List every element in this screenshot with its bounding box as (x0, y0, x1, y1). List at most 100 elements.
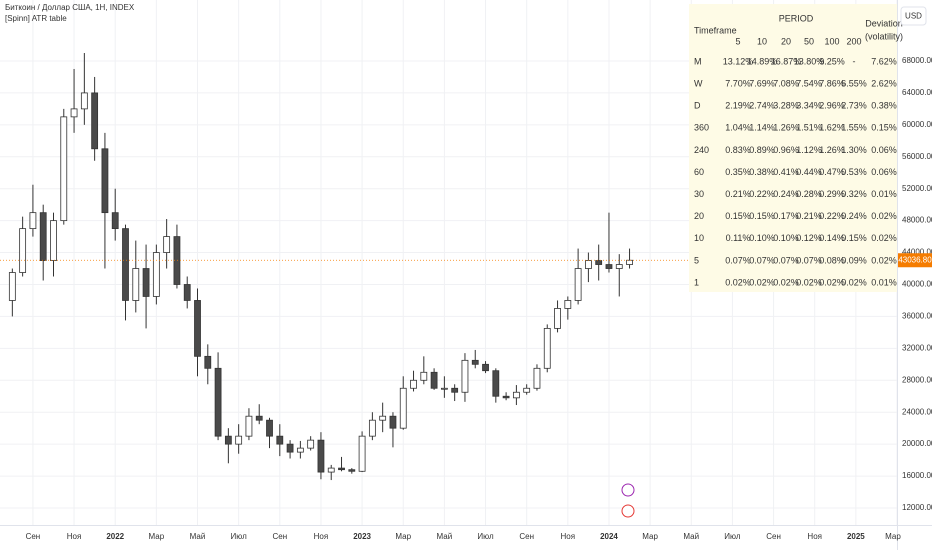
currency-label[interactable]: USD (905, 12, 922, 21)
table-cell: 0.01% (871, 189, 897, 199)
indicator-name: [Spinn] ATR table (5, 14, 67, 23)
table-cell: 0.29% (819, 189, 845, 199)
table-cell: 13.12% (723, 56, 754, 66)
table-cell: 0.14% (819, 233, 845, 243)
x-tick-label: Мар (395, 532, 411, 541)
table-cell: 0.38% (871, 101, 897, 111)
table-cell: 0.09% (841, 255, 867, 265)
table-cell: 0.15% (841, 233, 867, 243)
table-cell: 7.69% (749, 78, 775, 88)
candle-body (348, 469, 356, 472)
candle-body (60, 116, 68, 222)
table-cell: 16.87% (771, 56, 802, 66)
event-icon[interactable] (621, 504, 635, 518)
table-cell: 2.19% (725, 101, 751, 111)
table-cell: 7.54% (796, 78, 822, 88)
table-cell: 0.07% (749, 255, 775, 265)
x-tick-label: Сен (26, 532, 41, 541)
candle-body (245, 415, 253, 437)
candle-body (368, 419, 376, 437)
table-cell: 1.55% (841, 123, 867, 133)
x-tick-label: Ноя (561, 532, 576, 541)
table-header: 50 (804, 36, 814, 46)
x-tick-label: Май (190, 532, 206, 541)
x-tick-label: Июл (724, 532, 741, 541)
candle-body (440, 387, 448, 390)
x-tick-label: 2023 (353, 532, 371, 541)
candle-body (420, 371, 428, 381)
x-tick-label: Ноя (807, 532, 822, 541)
y-tick-label: 12000.00 (902, 503, 932, 512)
table-row-label: 20 (694, 211, 704, 221)
candle-body (512, 391, 520, 399)
candle-body (152, 252, 160, 297)
currency-button[interactable] (900, 6, 927, 26)
table-cell: 0.28% (796, 189, 822, 199)
candle-body (80, 92, 88, 110)
candle-body (626, 259, 633, 265)
last-price-box (898, 253, 932, 268)
candle-body (430, 371, 438, 389)
table-cell: 1.26% (773, 123, 799, 133)
last-price-label: 43036.80 (898, 255, 932, 264)
candle-body (605, 264, 613, 269)
candle-body (8, 272, 16, 301)
table-header: 10 (757, 36, 767, 46)
y-tick-label: 16000.00 (902, 471, 932, 480)
table-header: PERIOD (779, 13, 814, 23)
x-tick-label: Мар (642, 532, 658, 541)
table-cell: 0.47% (819, 167, 845, 177)
x-tick-label: Ноя (67, 532, 82, 541)
candle-body (235, 435, 243, 445)
candle-body (276, 435, 284, 445)
x-tick-label: Ноя (314, 532, 329, 541)
candle-body (194, 300, 201, 357)
candle-body (307, 439, 315, 449)
table-cell: 2.73% (841, 101, 867, 111)
candle-body (204, 355, 212, 369)
x-tick-label: 2024 (600, 532, 618, 541)
candle-body (39, 212, 47, 261)
table-cell: 0.22% (749, 189, 775, 199)
x-tick-label: Июл (477, 532, 494, 541)
candle-body (19, 228, 27, 273)
table-cell: 7.62% (871, 56, 897, 66)
table-background (689, 4, 897, 292)
table-cell: 0.96% (773, 145, 799, 155)
table-row-label: W (694, 78, 703, 88)
candle-body (358, 435, 366, 472)
candle-body (296, 447, 304, 453)
table-row-label: 30 (694, 189, 704, 199)
table-cell: 0.21% (796, 211, 822, 221)
table-row-label: 1 (694, 277, 699, 287)
candle-body (122, 228, 129, 301)
y-tick-label: 20000.00 (902, 439, 932, 448)
candle-body (163, 236, 171, 253)
candle-body (564, 300, 572, 309)
table-cell: 7.08% (773, 78, 799, 88)
table-cell: 3.34% (796, 101, 822, 111)
candle-body (595, 260, 603, 265)
table-cell: 1.51% (796, 123, 822, 133)
y-tick-label: 52000.00 (902, 184, 932, 193)
table-header: 5 (735, 36, 740, 46)
candle-body (533, 367, 541, 389)
candle-body (286, 443, 294, 453)
x-tick-label: Сен (272, 532, 287, 541)
event-icon[interactable] (621, 483, 635, 497)
table-cell: 0.08% (819, 255, 845, 265)
table-cell: 0.01% (871, 277, 897, 287)
table-cell: 2.62% (871, 78, 897, 88)
x-tick-label: Сен (519, 532, 534, 541)
y-tick-label: 44000.00 (902, 248, 932, 257)
table-cell: 0.44% (796, 167, 822, 177)
table-cell: 0.32% (841, 189, 867, 199)
table-cell: 0.38% (749, 167, 775, 177)
table-cell: 0.24% (841, 211, 867, 221)
table-cell: 6.55% (841, 78, 867, 88)
candle-body (584, 260, 592, 269)
table-cell: 7.70% (725, 78, 751, 88)
table-cell: 0.02% (819, 277, 845, 287)
table-cell: 0.07% (773, 255, 799, 265)
table-header: 100 (824, 36, 839, 46)
